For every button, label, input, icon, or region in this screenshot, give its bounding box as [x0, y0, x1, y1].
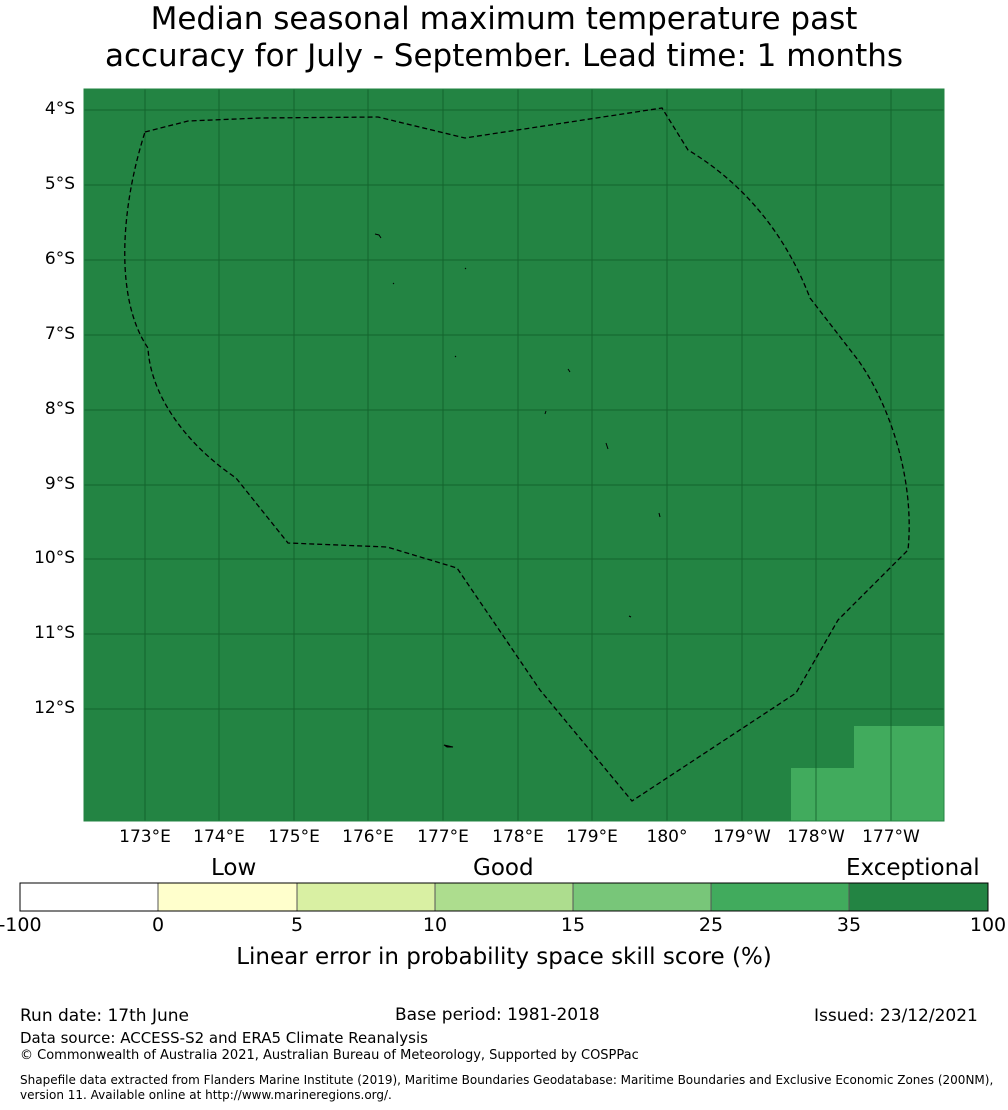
- colorbar-tick-label: 35: [836, 914, 862, 936]
- lon-label: 178°E: [492, 827, 544, 847]
- lon-label: 174°E: [193, 827, 245, 847]
- lat-label: 6°S: [44, 249, 75, 269]
- map-title-line-1: Median seasonal maximum temperature past: [150, 1, 858, 37]
- colorbar-tick-label: -100: [0, 914, 42, 936]
- data-source: Data source: ACCESS-S2 and ERA5 Climate …: [20, 1029, 428, 1047]
- lon-label: 176°E: [342, 827, 394, 847]
- lat-label: 8°S: [44, 399, 75, 419]
- lon-label: 180°: [646, 827, 688, 847]
- lon-label: 173°E: [119, 827, 171, 847]
- colorbar-tick-label: 5: [290, 914, 304, 936]
- issued-date: Issued: 23/12/2021: [814, 1006, 978, 1026]
- category-label-good: Good: [473, 855, 534, 881]
- map-background: [84, 89, 944, 821]
- lat-label: 10°S: [34, 548, 75, 568]
- colorbar-segment-3: [297, 883, 435, 911]
- lat-label: 12°S: [34, 698, 75, 718]
- category-label-low: Low: [211, 855, 257, 881]
- lat-label: 7°S: [44, 324, 75, 344]
- colorbar-tick-label: 10: [422, 914, 448, 936]
- map-frame: [83, 88, 945, 822]
- shapefile-credit-line-1: Shapefile data extracted from Flanders M…: [20, 1073, 994, 1087]
- lat-label: 4°S: [44, 99, 75, 119]
- colorbar-tick-label: 0: [151, 914, 165, 936]
- colorbar-segment-4: [435, 883, 573, 911]
- lat-label: 9°S: [44, 474, 75, 494]
- lon-label: 175°E: [268, 827, 320, 847]
- skill-cell-higher-left: [791, 768, 854, 821]
- colorbar-frame: [19, 882, 989, 912]
- run-date: Run date: 17th June: [20, 1006, 189, 1026]
- colorbar-tick-label: 15: [560, 914, 586, 936]
- island-outlines: [374, 233, 661, 748]
- lon-label: 177°W: [862, 827, 920, 847]
- base-period: Base period: 1981-2018: [395, 1005, 600, 1025]
- map-title-line-2: accuracy for July - September. Lead time…: [104, 38, 904, 74]
- lon-label: 179°E: [566, 827, 618, 847]
- lat-label: 11°S: [34, 623, 75, 643]
- category-label-exceptional: Exceptional: [846, 855, 980, 881]
- lon-label: 177°E: [417, 827, 469, 847]
- colorbar-segment-7: [849, 883, 988, 911]
- colorbar-segment-5: [573, 883, 711, 911]
- colorbar-segment-6: [711, 883, 849, 911]
- copyright: © Commonwealth of Australia 2021, Austra…: [20, 1048, 639, 1063]
- lon-label: 179°W: [713, 827, 771, 847]
- colorbar-segment-2: [158, 883, 297, 911]
- colorbar-title: Linear error in probability space skill …: [236, 944, 772, 970]
- shapefile-credit-line-2: version 11. Available online at http://w…: [20, 1088, 392, 1102]
- colorbar-tick-label: 25: [698, 914, 724, 936]
- colorbar: [19, 882, 989, 912]
- colorbar-segment-1: [20, 883, 158, 911]
- skill-cell-higher-right: [854, 726, 944, 821]
- lon-label: 178°W: [787, 827, 845, 847]
- grid-lines: [84, 89, 944, 821]
- lat-label: 5°S: [44, 174, 75, 194]
- colorbar-tick-label: 100: [969, 914, 1007, 936]
